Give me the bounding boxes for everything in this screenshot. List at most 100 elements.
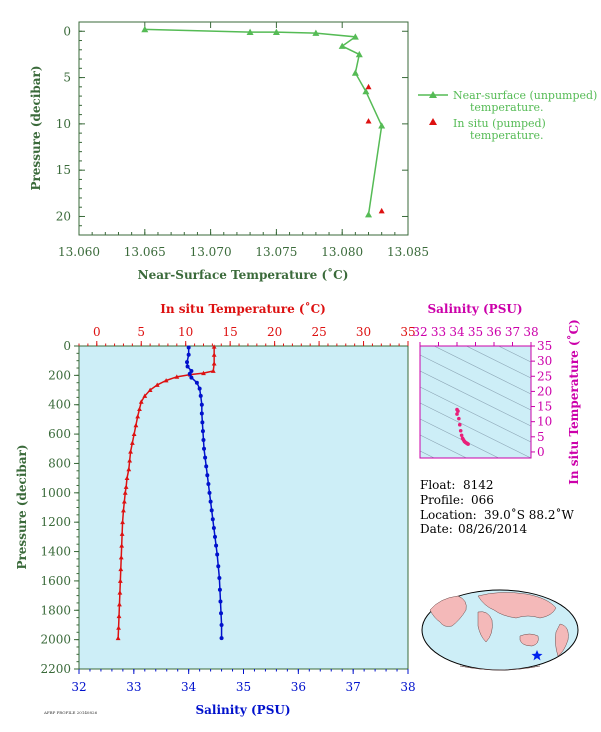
salinity-point [200,429,205,434]
map-land-antarctica [459,665,541,671]
density-contour [420,418,500,458]
salinity-tick-label: 38 [400,680,415,694]
in-situ-point [365,83,372,90]
x-tick-label: 13.065 [124,245,166,259]
salinity-point [211,526,216,531]
salinity-point [187,371,192,376]
near-surface-point [351,33,359,40]
ts-x-tick-label: 34 [449,325,465,339]
ts-point [466,442,470,446]
temperature-point [138,399,144,404]
pressure-tick-label: 400 [48,398,71,412]
in-situ-point [365,118,372,124]
temp-tick-label: 10 [178,325,193,339]
near-surface-point [338,42,346,49]
pressure-tick-label: 600 [48,427,71,441]
salinity-tick-label: 34 [181,680,197,694]
date-value: 08/26/2014 [458,522,528,536]
ts-y-label: In situ Temperature (˚C) [566,319,581,485]
in-situ-point [378,207,385,214]
temperature-point [118,555,124,560]
x-tick-label: 13.085 [387,245,429,259]
density-contour [433,346,531,395]
pressure-tick-label: 2200 [40,662,71,676]
temperature-point [116,613,122,619]
pressure-tick-label: 200 [48,368,71,382]
temperature-point [154,382,160,387]
x-tick-label: 13.080 [321,245,363,259]
salinity-point [202,446,207,451]
pressure-tick-label: 1600 [40,574,71,588]
near-surface-y-ticks: 0 5 10 15 20 [56,24,408,236]
temperature-point [119,543,125,548]
profile-bottom-x-label: Salinity (PSU) [195,703,290,717]
temperature-point [210,368,216,373]
temperature-point [163,378,169,383]
location-map [421,589,579,671]
legend-in-situ-line2: temperature. [470,129,544,142]
temperature-point [117,590,123,595]
salinity-point [185,360,190,365]
temperature-point [137,406,142,412]
salinity-point [199,402,204,407]
profile-plot-background [78,345,409,670]
temperature-point [117,602,122,607]
near-surface-point [355,50,363,58]
salinity-point [197,386,202,391]
temp-tick-label: 30 [356,325,371,339]
profile-value: 066 [471,493,494,507]
near-surface-point [246,28,254,35]
salinity-point [203,455,208,460]
ts-y-tick-label: 20 [537,384,552,398]
temperature-point [118,566,124,572]
pressure-tick-label: 1400 [40,545,71,559]
legend-near-surface-line1: Near-surface (unpumped) [453,89,597,102]
density-contour [420,450,435,458]
salinity-point [205,473,210,478]
temperature-point [129,440,135,445]
ts-y-tick-label: 25 [537,369,552,383]
ts-x-tick-label: 37 [505,325,520,339]
temp-tick-label: 0 [93,325,101,339]
temperature-point [127,458,133,463]
density-contour [465,346,531,379]
salinity-point [219,611,224,616]
profile-temperature-ticks: 0 5 10 15 20 25 30 35 [78,325,416,346]
ts-point [455,407,459,412]
ts-x-tick-label: 36 [486,325,501,339]
salinity-point [208,499,213,504]
temperature-point [122,490,128,495]
temperature-point [131,431,137,437]
salinity-point [189,368,194,373]
temperature-point [117,578,123,583]
x-tick-label: 13.070 [190,245,232,259]
temperature-point [174,374,180,379]
profile-label: Profile: [420,493,464,507]
ts-y-tick-label: 35 [537,339,552,353]
location-label: Location: [420,508,477,522]
salinity-point [217,587,222,592]
ts-y-tick-label: 5 [537,430,545,444]
profile-chart: 0 5 10 15 20 25 30 35 32 33 34 35 36 37 38 0 200 400 600… [15,301,416,717]
density-contour [420,434,467,458]
ts-plot-background [420,346,531,458]
temp-tick-label: 15 [223,325,238,339]
near-surface-series [141,25,386,218]
salinity-point [212,534,217,539]
legend-near-surface-line2: temperature. [470,101,544,114]
salinity-point [214,543,219,548]
location-value: 39.0˚S 88.2˚W [484,507,574,522]
float-label: Float: [420,478,455,492]
temperature-point [124,475,130,481]
ts-y-tick-label: 15 [537,400,552,414]
pressure-tick-label: 2000 [40,633,71,647]
pressure-tick-label: 800 [48,456,71,470]
x-tick-label: 13.060 [58,245,100,259]
profile-top-x-label: In situ Temperature (˚C) [160,301,326,316]
temperature-point [128,449,133,454]
profile-salinity-ticks: 32 33 34 35 36 37 38 [71,669,416,694]
salinity-point [189,375,194,380]
salinity-point [216,564,221,569]
